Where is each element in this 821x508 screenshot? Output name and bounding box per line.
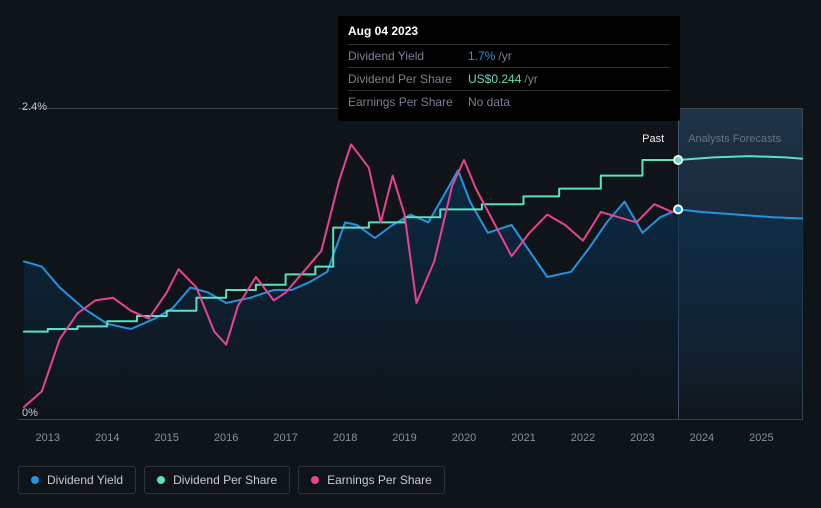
x-axis-tick: 2019 [392,432,416,444]
chart-plot-area[interactable]: Past Analysts Forecasts [18,108,803,420]
legend-label: Earnings Per Share [327,473,432,487]
x-axis: 2013 2014 2015 2016 2017 2018 2019 2020 2021 2022… [18,432,803,448]
x-axis-tick: 2021 [511,432,535,444]
tooltip-metric-label: Dividend Yield [348,49,468,63]
chart-legend: Dividend Yield Dividend Per Share Earnings… [18,466,445,494]
legend-dot-icon [311,476,319,484]
x-axis-tick: 2014 [95,432,119,444]
legend-item[interactable]: Dividend Per Share [144,466,290,494]
tooltip-row: Dividend Yield1.7%/yr [348,45,670,68]
tooltip-metric-value: 1.7%/yr [468,49,512,63]
x-axis-tick: 2025 [749,432,773,444]
x-axis-tick: 2023 [630,432,654,444]
legend-label: Dividend Yield [47,473,123,487]
x-axis-tick: 2015 [154,432,178,444]
tooltip-metric-value: US$0.244/yr [468,72,538,86]
x-axis-tick: 2016 [214,432,238,444]
x-axis-tick: 2024 [690,432,714,444]
x-axis-tick: 2018 [333,432,357,444]
legend-dot-icon [31,476,39,484]
y-axis-label: 0% [22,407,38,419]
tooltip-row: Earnings Per ShareNo data [348,91,670,113]
legend-dot-icon [157,476,165,484]
legend-item[interactable]: Dividend Yield [18,466,136,494]
tooltip-metric-value: No data [468,95,513,109]
tooltip-date: Aug 04 2023 [348,24,670,45]
tooltip-metric-label: Dividend Per Share [348,72,468,86]
forecast-label: Analysts Forecasts [688,133,781,145]
y-axis-label: 2.4% [22,101,47,113]
x-axis-tick: 2017 [273,432,297,444]
past-label: Past [642,133,664,145]
legend-item[interactable]: Earnings Per Share [298,466,445,494]
chart-svg [18,108,803,420]
x-axis-tick: 2022 [571,432,595,444]
tooltip-metric-label: Earnings Per Share [348,95,468,109]
legend-label: Dividend Per Share [173,473,277,487]
tooltip-row: Dividend Per ShareUS$0.244/yr [348,68,670,91]
x-axis-tick: 2020 [452,432,476,444]
chart-tooltip: Aug 04 2023 Dividend Yield1.7%/yrDividen… [338,16,680,121]
x-axis-tick: 2013 [35,432,59,444]
